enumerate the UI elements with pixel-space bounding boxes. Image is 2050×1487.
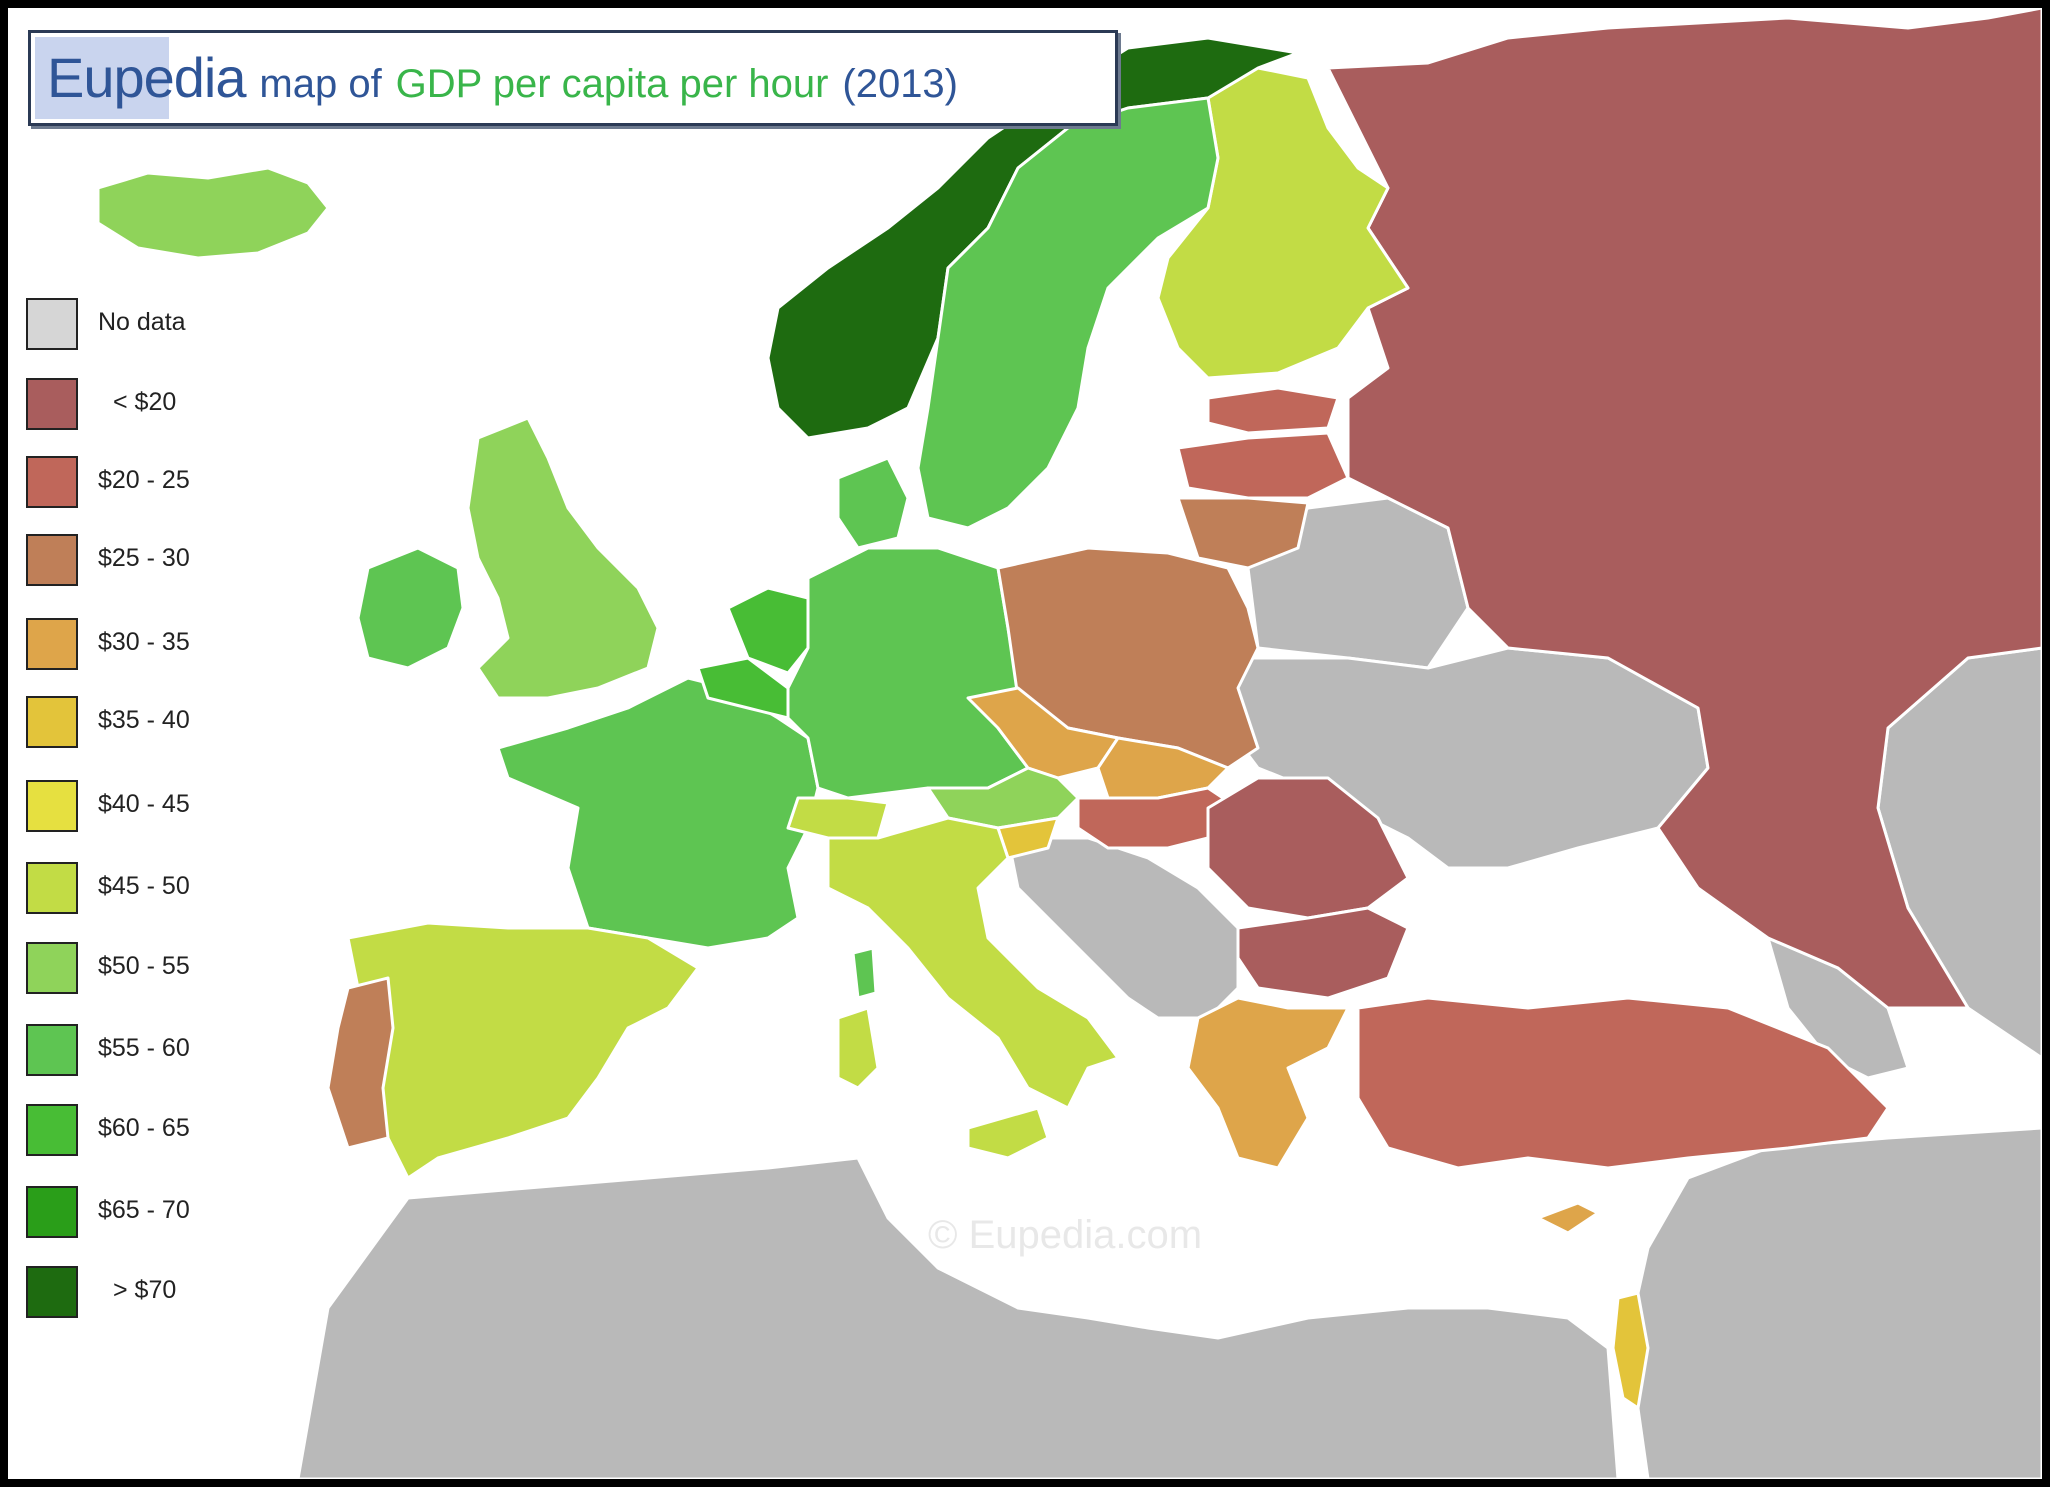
country-iceland[interactable] — [96, 166, 330, 260]
country-latvia[interactable] — [1176, 431, 1350, 500]
legend-label: $45 - 50 — [98, 872, 190, 900]
legend-item-gt70: > $70 — [18, 1266, 278, 1322]
country-switzerland[interactable] — [786, 796, 890, 840]
country-romania[interactable] — [1206, 776, 1410, 920]
country-middle-east[interactable] — [1626, 1126, 2042, 1479]
legend-swatch — [26, 534, 78, 586]
country-north-africa[interactable] — [296, 1156, 1620, 1479]
legend-label: $55 - 60 — [98, 1034, 190, 1062]
map-title: Eupedia map of GDP per capita per hour (… — [47, 41, 958, 121]
country-ireland[interactable] — [356, 546, 465, 670]
country-israel[interactable] — [1611, 1291, 1650, 1410]
country-cyprus[interactable] — [1536, 1201, 1600, 1235]
country-italy[interactable] — [826, 816, 1120, 1110]
country-portugal[interactable] — [326, 976, 395, 1150]
country-italy-sardinia[interactable] — [836, 1006, 880, 1090]
legend-swatch — [26, 298, 78, 350]
legend-label: $40 - 45 — [98, 790, 190, 818]
country-estonia[interactable] — [1206, 386, 1340, 435]
legend-item-65-70: $65 - 70 — [18, 1186, 278, 1242]
legend-label: $20 - 25 — [98, 466, 190, 494]
legend-item-20-25: $20 - 25 — [18, 456, 278, 512]
legend-swatch — [26, 862, 78, 914]
country-italy-sicily[interactable] — [966, 1106, 1050, 1160]
legend-swatch — [26, 378, 78, 430]
legend-item-lt20: < $20 — [18, 378, 278, 434]
country-bulgaria[interactable] — [1236, 906, 1410, 1000]
legend-label: < $20 — [113, 388, 177, 416]
legend-swatch — [26, 696, 78, 748]
eu-flag-icon — [35, 37, 169, 119]
country-russia[interactable] — [1326, 8, 2042, 1010]
legend-swatch — [26, 456, 78, 508]
country-united-kingdom[interactable] — [466, 416, 660, 700]
country-france[interactable] — [496, 676, 820, 950]
legend-item-60-65: $60 - 65 — [18, 1104, 278, 1160]
watermark: © Eupedia.com — [928, 1213, 1203, 1257]
title-year: (2013) — [842, 62, 958, 106]
legend-swatch — [26, 1186, 78, 1238]
legend-item-no-data: No data — [18, 298, 278, 354]
legend-label: No data — [98, 308, 186, 336]
legend-item-25-30: $25 - 30 — [18, 534, 278, 590]
legend-swatch — [26, 1024, 78, 1076]
country-france-corsica[interactable] — [851, 946, 878, 1000]
country-norway[interactable] — [766, 36, 1300, 440]
legend-swatch — [26, 780, 78, 832]
legend-swatch — [26, 1266, 78, 1318]
legend-item-50-55: $50 - 55 — [18, 942, 278, 998]
legend-item-55-60: $55 - 60 — [18, 1024, 278, 1080]
country-spain[interactable] — [346, 921, 700, 1180]
legend-label: $65 - 70 — [98, 1196, 190, 1224]
country-turkey[interactable] — [1356, 996, 1890, 1170]
legend-swatch — [26, 942, 78, 994]
country-germany[interactable] — [786, 546, 1030, 800]
map-title-box: Eupedia map of GDP per capita per hour (… — [28, 30, 1118, 126]
title-brand: Eupedia — [47, 46, 247, 109]
legend-label: $60 - 65 — [98, 1114, 190, 1142]
country-greece[interactable] — [1186, 996, 1350, 1170]
europe-map — [96, 8, 2042, 1479]
legend-label: $35 - 40 — [98, 706, 190, 734]
country-finland[interactable] — [1156, 66, 1410, 380]
legend-swatch — [26, 618, 78, 670]
legend-label: $50 - 55 — [98, 952, 190, 980]
legend-swatch — [26, 1104, 78, 1156]
country-lithuania[interactable] — [1176, 496, 1310, 570]
legend-label: $30 - 35 — [98, 628, 190, 656]
country-sweden[interactable] — [916, 96, 1220, 530]
title-mid: map of — [259, 62, 382, 106]
country-denmark[interactable] — [836, 456, 910, 550]
title-metric: GDP per capita per hour — [395, 62, 829, 106]
map-frame: Eupedia map of GDP per capita per hour (… — [8, 8, 2042, 1479]
legend-label: $25 - 30 — [98, 544, 190, 572]
legend-label: > $70 — [113, 1276, 177, 1304]
legend-item-30-35: $30 - 35 — [18, 618, 278, 674]
legend-item-45-50: $45 - 50 — [18, 862, 278, 918]
legend-item-35-40: $35 - 40 — [18, 696, 278, 752]
legend-item-40-45: $40 - 45 — [18, 780, 278, 836]
